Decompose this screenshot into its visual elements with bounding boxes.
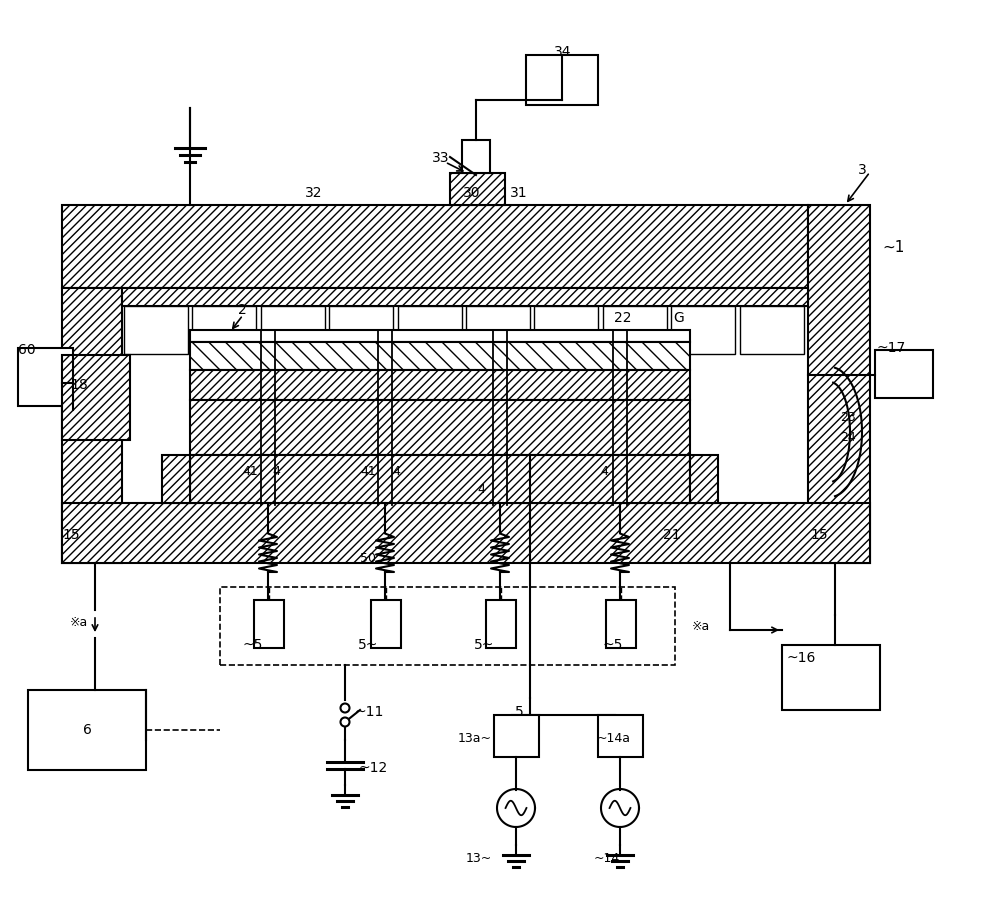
Bar xyxy=(398,306,462,354)
Bar xyxy=(28,690,146,770)
Text: 15: 15 xyxy=(810,528,828,542)
Text: 60: 60 xyxy=(18,343,36,357)
Text: G: G xyxy=(673,311,684,325)
Text: 18: 18 xyxy=(70,378,88,392)
Text: 3: 3 xyxy=(858,163,867,177)
Bar xyxy=(254,600,284,648)
Bar xyxy=(740,306,804,354)
Bar xyxy=(782,645,880,710)
Text: ~12: ~12 xyxy=(358,761,387,775)
Text: 30: 30 xyxy=(463,186,480,200)
Text: ~5: ~5 xyxy=(242,638,262,652)
Bar xyxy=(808,205,870,563)
Text: 5~: 5~ xyxy=(474,638,494,652)
Text: 15: 15 xyxy=(62,528,80,542)
Bar xyxy=(62,503,870,563)
Text: 13a~: 13a~ xyxy=(458,731,492,744)
Bar xyxy=(671,306,735,354)
Text: ~5: ~5 xyxy=(603,638,623,652)
Text: 5: 5 xyxy=(515,705,524,719)
Text: 4: 4 xyxy=(392,466,400,479)
Bar xyxy=(466,306,530,354)
Text: ~14a: ~14a xyxy=(597,731,631,744)
Bar xyxy=(261,306,325,354)
Bar xyxy=(875,350,933,398)
Text: ~1: ~1 xyxy=(882,241,904,255)
Bar xyxy=(190,330,690,342)
Bar xyxy=(603,306,667,354)
Bar xyxy=(190,370,690,400)
Bar xyxy=(62,288,122,563)
Text: ※a: ※a xyxy=(692,621,710,633)
Bar xyxy=(62,355,130,440)
Bar xyxy=(192,306,256,354)
Text: 6: 6 xyxy=(83,723,91,737)
Circle shape xyxy=(340,717,350,727)
Bar xyxy=(606,600,636,648)
Bar xyxy=(534,306,598,354)
Text: 5~: 5~ xyxy=(358,638,378,652)
Bar xyxy=(190,342,690,370)
Text: ~14: ~14 xyxy=(594,852,620,865)
Text: ~11: ~11 xyxy=(355,705,384,719)
Bar xyxy=(122,288,808,306)
Text: 22: 22 xyxy=(614,311,632,325)
Text: 31: 31 xyxy=(510,186,528,200)
Text: 34: 34 xyxy=(554,45,572,59)
Text: 32: 32 xyxy=(305,186,322,200)
Text: 4: 4 xyxy=(600,466,608,479)
Bar xyxy=(371,600,401,648)
Text: 50: 50 xyxy=(360,551,376,564)
Bar xyxy=(598,715,643,757)
Text: ~16: ~16 xyxy=(786,651,815,665)
Text: 4: 4 xyxy=(477,483,485,497)
Text: ~17: ~17 xyxy=(876,341,905,355)
Bar xyxy=(462,140,490,173)
Text: 41: 41 xyxy=(242,466,258,479)
Bar xyxy=(220,587,675,665)
Bar xyxy=(526,55,598,105)
Bar xyxy=(486,600,516,648)
Text: 41: 41 xyxy=(360,466,376,479)
Text: ※a: ※a xyxy=(70,616,88,629)
Bar xyxy=(62,205,808,288)
Bar xyxy=(450,173,505,205)
Text: 2: 2 xyxy=(238,303,247,317)
Bar xyxy=(124,306,188,354)
Bar xyxy=(329,306,393,354)
Bar xyxy=(190,400,690,455)
Text: 24: 24 xyxy=(840,431,856,444)
Circle shape xyxy=(340,703,350,713)
Text: 23: 23 xyxy=(840,411,856,424)
Bar xyxy=(690,455,718,503)
Text: 4: 4 xyxy=(272,466,280,479)
Text: 13~: 13~ xyxy=(466,852,492,865)
Bar xyxy=(190,455,690,503)
Bar xyxy=(18,348,73,406)
Bar xyxy=(494,715,539,757)
Text: 33: 33 xyxy=(432,151,450,165)
Text: 21: 21 xyxy=(663,528,681,542)
Bar xyxy=(162,455,190,503)
